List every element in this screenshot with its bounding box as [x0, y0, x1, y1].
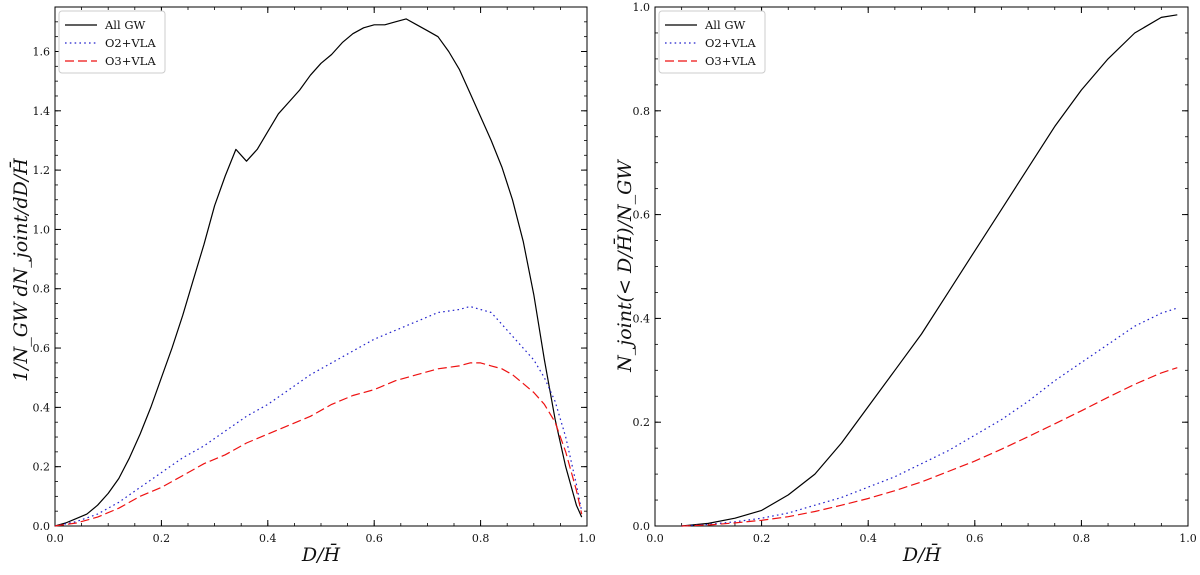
right-xtick-label: 0.4	[859, 532, 877, 545]
left-legend-label-2: O2+VLA	[105, 36, 156, 50]
right-legend-label-2: O2+VLA	[705, 36, 756, 50]
right-xtick-label: 0.0	[646, 532, 664, 545]
right-ytick-label: 0.4	[633, 312, 651, 325]
left-xtick-label: 1.0	[578, 532, 596, 545]
right-xtick-label: 1.0	[1179, 532, 1197, 545]
right-series-line-1	[681, 14, 1178, 527]
left-ytick-label: 1.2	[33, 164, 51, 177]
right-legend: All GW O2+VLA O3+VLA	[658, 10, 766, 74]
left-ytick-label: 0.0	[33, 520, 51, 533]
right-plot-frame	[654, 6, 1189, 527]
panel-left-plot-area: 0.0 0.2 0.4 0.6 0.8 1.0 0.0 0.2 0.4 0.6 0.8 1.0 1.2 1…	[33, 6, 596, 545]
right-legend-label-1: All GW	[704, 18, 746, 32]
left-ytick-label: 0.8	[33, 283, 51, 296]
right-ytick-label: 0.8	[633, 105, 651, 118]
right-legend-box	[658, 10, 766, 74]
left-xtick-label: 0.2	[153, 532, 171, 545]
panel-right-xlabel: D/H̄	[902, 543, 942, 566]
left-ytick-label: 0.2	[33, 461, 51, 474]
left-series-line-2	[54, 305, 583, 527]
panel-left-xlabel: D/H̄	[301, 543, 341, 566]
left-legend-label-1: All GW	[104, 18, 146, 32]
left-ytick-label: 0.6	[33, 342, 51, 355]
left-legend-label-3: O3+VLA	[105, 54, 156, 68]
left-xtick-label: 0.4	[259, 532, 277, 545]
right-ytick-label: 0.0	[633, 520, 651, 533]
right-ytick-label: 0.6	[633, 209, 651, 222]
right-xtick-label: 0.8	[1073, 532, 1091, 545]
left-ytick-label: 1.0	[33, 223, 51, 236]
right-series-line-3	[681, 367, 1178, 527]
left-series-line-1	[54, 18, 583, 527]
right-xtick-label: 0.6	[966, 532, 984, 545]
right-ytick-label: 1.0	[633, 1, 651, 14]
left-legend-box	[58, 10, 166, 74]
left-series-line-3	[54, 362, 583, 527]
left-ytick-label: 1.4	[33, 105, 51, 118]
right-ytick-label: 0.2	[633, 416, 651, 429]
right-legend-label-3: O3+VLA	[705, 54, 756, 68]
right-series-line-2	[681, 307, 1178, 527]
left-xtick-label: 0.8	[472, 532, 490, 545]
panel-right-plot-area: 0.0 0.2 0.4 0.6 0.8 1.0 0.0 0.2 0.4 0.6 0.8 1.0 All …	[633, 1, 1197, 545]
left-ytick-label: 1.6	[33, 45, 51, 58]
left-legend: All GW O2+VLA O3+VLA	[58, 10, 166, 74]
left-ytick-label: 0.4	[33, 401, 51, 414]
right-xtick-label: 0.2	[753, 532, 771, 545]
left-plot-frame	[54, 6, 588, 527]
panel-left-ylabel: 1/N_GW dN_joint/dD/H̄	[9, 158, 32, 382]
left-xtick-label: 0.0	[46, 532, 64, 545]
panel-right: 0.0 0.2 0.4 0.6 0.8 1.0 0.0 0.2 0.4 0.6 0.8 1.0 All …	[613, 1, 1197, 566]
panel-left: 0.0 0.2 0.4 0.6 0.8 1.00.00.20.40.60.81.01.21…	[9, 6, 596, 566]
left-xtick-label: 0.6	[365, 532, 383, 545]
panel-right-ylabel: N_joint(< D/H̄)/N_GW	[613, 159, 636, 373]
